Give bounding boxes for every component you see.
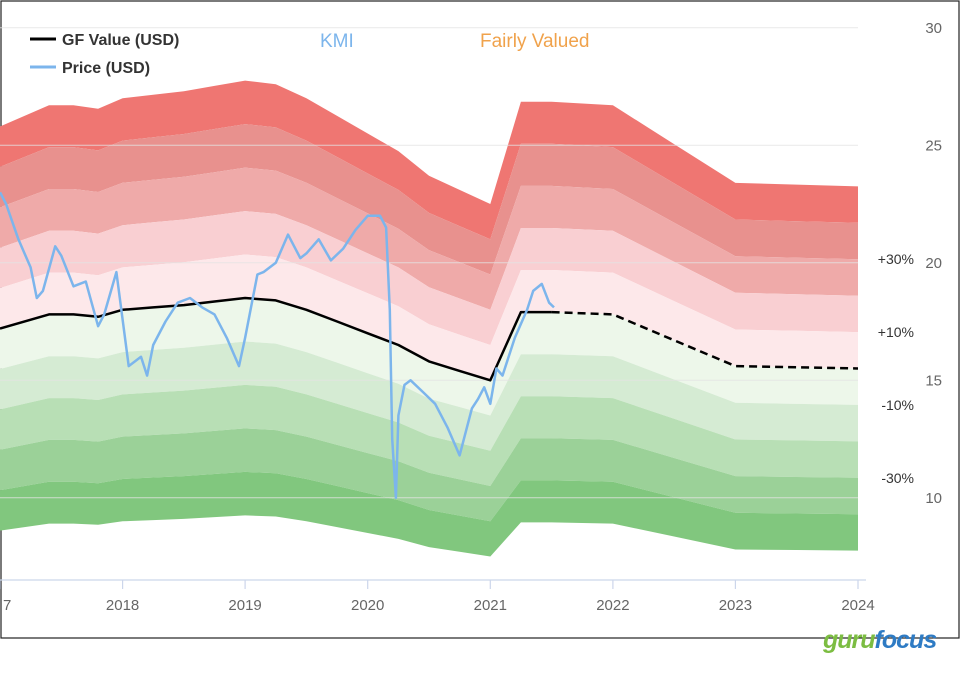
valuation-band-9 [0,428,858,522]
x-tick-label-2020: 2020 [351,597,384,614]
axes: 7 2018 2019 2020 2021 2022 2023 2024 10 15 20 25 30 +… [0,20,942,614]
ticker-label: KMI [320,31,354,52]
legend-label-gf-value: GF Value (USD) [62,32,179,49]
valuation-band-2 [0,124,858,275]
x-tick-label-2022: 2022 [596,597,629,614]
valuation-band-3 [0,167,858,310]
band-label-2: +10% [878,324,914,340]
grid-lines [0,27,858,499]
x-tick-label-2024: 2024 [841,597,874,614]
y-tick-label-30: 30 [925,20,942,37]
valuation-band-5 [0,254,858,381]
valuation-band-10 [0,471,858,557]
gf-value-projection-line [551,310,859,370]
series-lines [0,191,859,500]
x-tick-label-2019: 2019 [228,597,261,614]
y-tick-label-15: 15 [925,372,942,389]
legend-item-gf-value[interactable]: GF Value (USD) [30,32,179,49]
gf-value-line [0,296,552,382]
y-tick-label-25: 25 [925,137,942,154]
price-line [0,191,555,500]
x-tick-label-2023: 2023 [719,597,752,614]
y-tick-label-20: 20 [925,255,942,272]
y-tick-label-10: 10 [925,490,942,507]
x-tick-label-2018: 2018 [106,597,139,614]
legend-item-price[interactable]: Price (USD) [30,60,150,77]
valuation-band-8 [0,384,858,486]
valuation-band-1 [0,80,858,240]
band-label-1: +30% [878,251,914,267]
x-tick-label-2021: 2021 [474,597,507,614]
watermark-focus: focus [875,626,938,654]
band-label-3: -10% [881,397,914,413]
legend[interactable]: GF Value (USD) Price (USD) [30,32,179,77]
valuation-status: Fairly Valued [480,31,589,52]
valuation-band-4 [0,211,858,345]
gurufocus-watermark: gurufocus [822,626,938,654]
watermark-guru: guru [822,626,875,654]
band-label-4: -30% [881,470,914,486]
valuation-band-7 [0,341,858,451]
svg-text:gurufocus: gurufocus [822,626,937,654]
legend-label-price: Price (USD) [62,60,150,77]
x-tick-label-7: 7 [3,597,11,614]
